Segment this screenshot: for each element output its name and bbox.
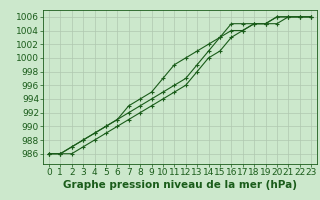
X-axis label: Graphe pression niveau de la mer (hPa): Graphe pression niveau de la mer (hPa)	[63, 180, 297, 190]
